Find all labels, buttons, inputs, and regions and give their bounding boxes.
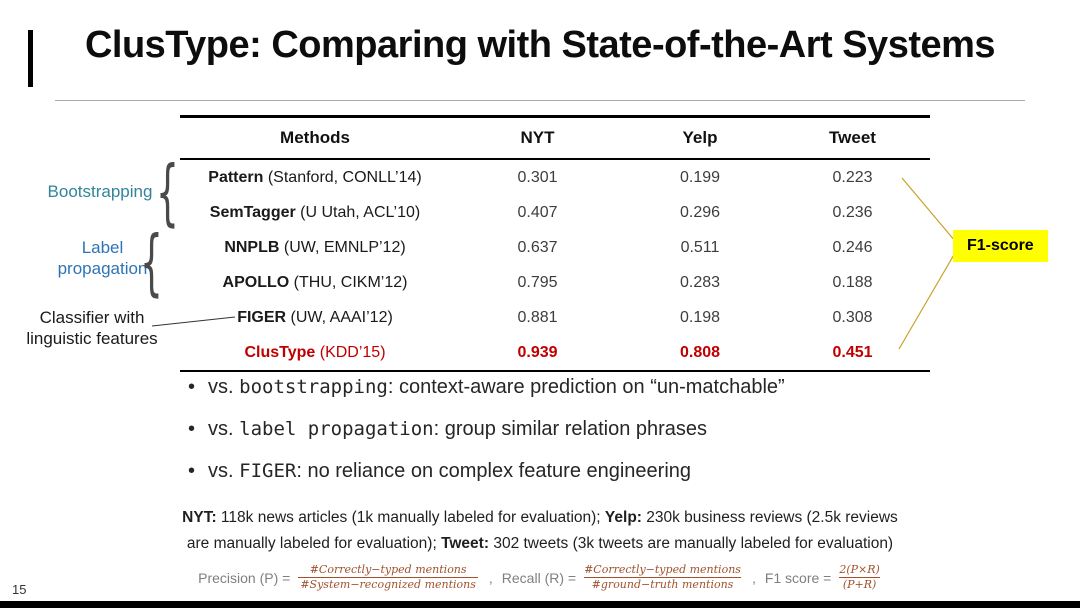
method-detail: (THU, CIKM’12) [289, 273, 408, 291]
value-cell-yelp: 0.283 [679, 273, 721, 291]
bullet-rest: : group similar relation phrases [433, 418, 708, 440]
value-cell-nyt: 0.881 [517, 308, 558, 326]
precision-numerator: #Correctly−typed mentions [309, 563, 467, 576]
method-cell: NNPLB (UW, EMNLP’12) [180, 239, 450, 257]
recall-label: Recall (R) = [501, 569, 577, 586]
notes-text: 230k business reviews (2.5k reviews [641, 509, 898, 526]
title-accent-bar [28, 30, 33, 87]
header-cell-yelp: Yelp [682, 128, 718, 147]
table-row-clustype: ClusType (KDD’15) 0.939 0.808 0.451 [180, 335, 930, 370]
f1-score-badge: F1-score [953, 230, 1048, 262]
bullet-item: vs. label propagation: group similar rel… [186, 418, 966, 448]
metric-formulas: Precision (P) = #Correctly−typed mention… [0, 563, 1080, 593]
bullet-rest: : context-aware prediction on “un-matcha… [387, 376, 785, 398]
precision-label: Precision (P) = [198, 569, 291, 586]
notes-text: are manually labeled for evaluation); [186, 534, 442, 552]
precision-fraction: #Correctly−typed mentions #System−recogn… [298, 563, 478, 593]
page-title: ClusType: Comparing with State-of-the-Ar… [84, 24, 996, 66]
method-name: Pattern [208, 168, 264, 186]
header-cell-tweet: Tweet [829, 128, 876, 147]
precision-denominator: #System−recognized mentions [298, 577, 478, 592]
header-cell-nyt: NYT [520, 128, 555, 147]
recall-denominator: #ground−truth mentions [584, 577, 741, 592]
f1-numerator: 2(P×R) [839, 563, 880, 576]
notes-text: 302 tweets (3k tweets are manually label… [489, 534, 894, 552]
table-row: APOLLO (THU, CIKM’12) 0.795 0.283 0.188 [180, 265, 930, 300]
brace-label-propagation: { [140, 220, 163, 304]
value-cell-tweet: 0.188 [832, 273, 873, 291]
notes-text: 118k news articles (1k manually labeled … [216, 509, 605, 526]
method-name: APOLLO [222, 273, 290, 291]
value-cell-nyt: 0.637 [517, 238, 558, 256]
dataset-notes: NYT: 118k news articles (1k manually lab… [75, 505, 1005, 556]
bullet-prefix: vs. [208, 418, 240, 440]
annotation-label-propagation: Label propagation [57, 238, 148, 279]
method-detail: (KDD’15) [315, 343, 386, 361]
table-row: SemTagger (U Utah, ACL’10) 0.407 0.296 0… [180, 195, 930, 230]
f1-denominator: (P+R) [839, 577, 880, 592]
bottom-bar [0, 601, 1080, 608]
table-row: NNPLB (UW, EMNLP’12) 0.637 0.511 0.246 [180, 230, 930, 265]
comma: , [751, 569, 756, 586]
method-cell: APOLLO (THU, CIKM’12) [180, 274, 450, 292]
method-cell: SemTagger (U Utah, ACL’10) [180, 204, 450, 222]
recall-fraction: #Correctly−typed mentions #ground−truth … [584, 563, 741, 593]
bullet-rest: : no reliance on complex feature enginee… [296, 460, 692, 482]
method-name: FIGER [237, 308, 287, 326]
table-row: Pattern (Stanford, CONLL’14) 0.301 0.199… [180, 160, 930, 195]
method-detail: (UW, AAAI’12) [286, 308, 393, 326]
value-cell-tweet: 0.451 [832, 343, 873, 361]
f1-fraction: 2(P×R) (P+R) [839, 563, 880, 593]
bullet-prefix: vs. [208, 460, 240, 482]
value-cell-yelp: 0.511 [680, 238, 720, 256]
annotation-bootstrapping: Bootstrapping [47, 182, 153, 201]
notes-tweet-label: Tweet: [441, 534, 490, 552]
value-cell-nyt: 0.407 [517, 203, 558, 221]
bullet-list: vs. bootstrapping: context-aware predict… [186, 376, 966, 502]
method-cell: FIGER (UW, AAAI’12) [180, 309, 450, 327]
bullet-keyword: label propagation [239, 418, 434, 440]
recall-numerator: #Correctly−typed mentions [584, 563, 741, 576]
header-cell-methods: Methods [280, 128, 350, 147]
value-cell-yelp: 0.199 [679, 168, 721, 186]
value-cell-nyt: 0.939 [517, 343, 558, 361]
table-row: FIGER (UW, AAAI’12) 0.881 0.198 0.308 [180, 300, 930, 335]
method-detail: (Stanford, CONLL’14) [263, 168, 422, 186]
method-name: NNPLB [224, 238, 280, 256]
method-detail: (U Utah, ACL’10) [295, 203, 421, 221]
value-cell-tweet: 0.246 [832, 238, 873, 256]
brace-bootstrapping: { [156, 150, 179, 234]
value-cell-nyt: 0.795 [517, 273, 558, 291]
table-header-row: Methods NYT Yelp Tweet [180, 118, 930, 160]
annotation-classifier: Classifier with linguistic features [26, 308, 158, 349]
method-cell: Pattern (Stanford, CONLL’14) [180, 169, 450, 187]
title-divider [55, 100, 1025, 101]
page-number: 15 [12, 582, 27, 597]
notes-nyt-label: NYT: [182, 509, 217, 526]
f1-label: F1 score = [764, 569, 832, 586]
bullet-keyword: FIGER [239, 460, 297, 482]
bullet-item: vs. bootstrapping: context-aware predict… [186, 376, 966, 406]
results-table: Methods NYT Yelp Tweet Pattern (Stanford… [180, 115, 930, 372]
value-cell-yelp: 0.808 [679, 343, 721, 361]
value-cell-tweet: 0.308 [832, 308, 873, 326]
method-detail: (UW, EMNLP’12) [279, 238, 406, 256]
notes-yelp-label: Yelp: [604, 509, 642, 526]
bullet-keyword: bootstrapping [239, 376, 388, 398]
value-cell-tweet: 0.236 [832, 203, 873, 221]
method-name: SemTagger [209, 203, 296, 221]
method-name: ClusType [244, 343, 316, 361]
method-cell: ClusType (KDD’15) [180, 344, 450, 362]
value-cell-yelp: 0.296 [679, 203, 721, 221]
bullet-prefix: vs. [208, 376, 240, 398]
comma: , [488, 569, 493, 586]
bullet-item: vs. FIGER: no reliance on complex featur… [186, 460, 966, 490]
value-cell-nyt: 0.301 [517, 168, 558, 186]
value-cell-tweet: 0.223 [832, 168, 873, 186]
value-cell-yelp: 0.198 [679, 308, 721, 326]
